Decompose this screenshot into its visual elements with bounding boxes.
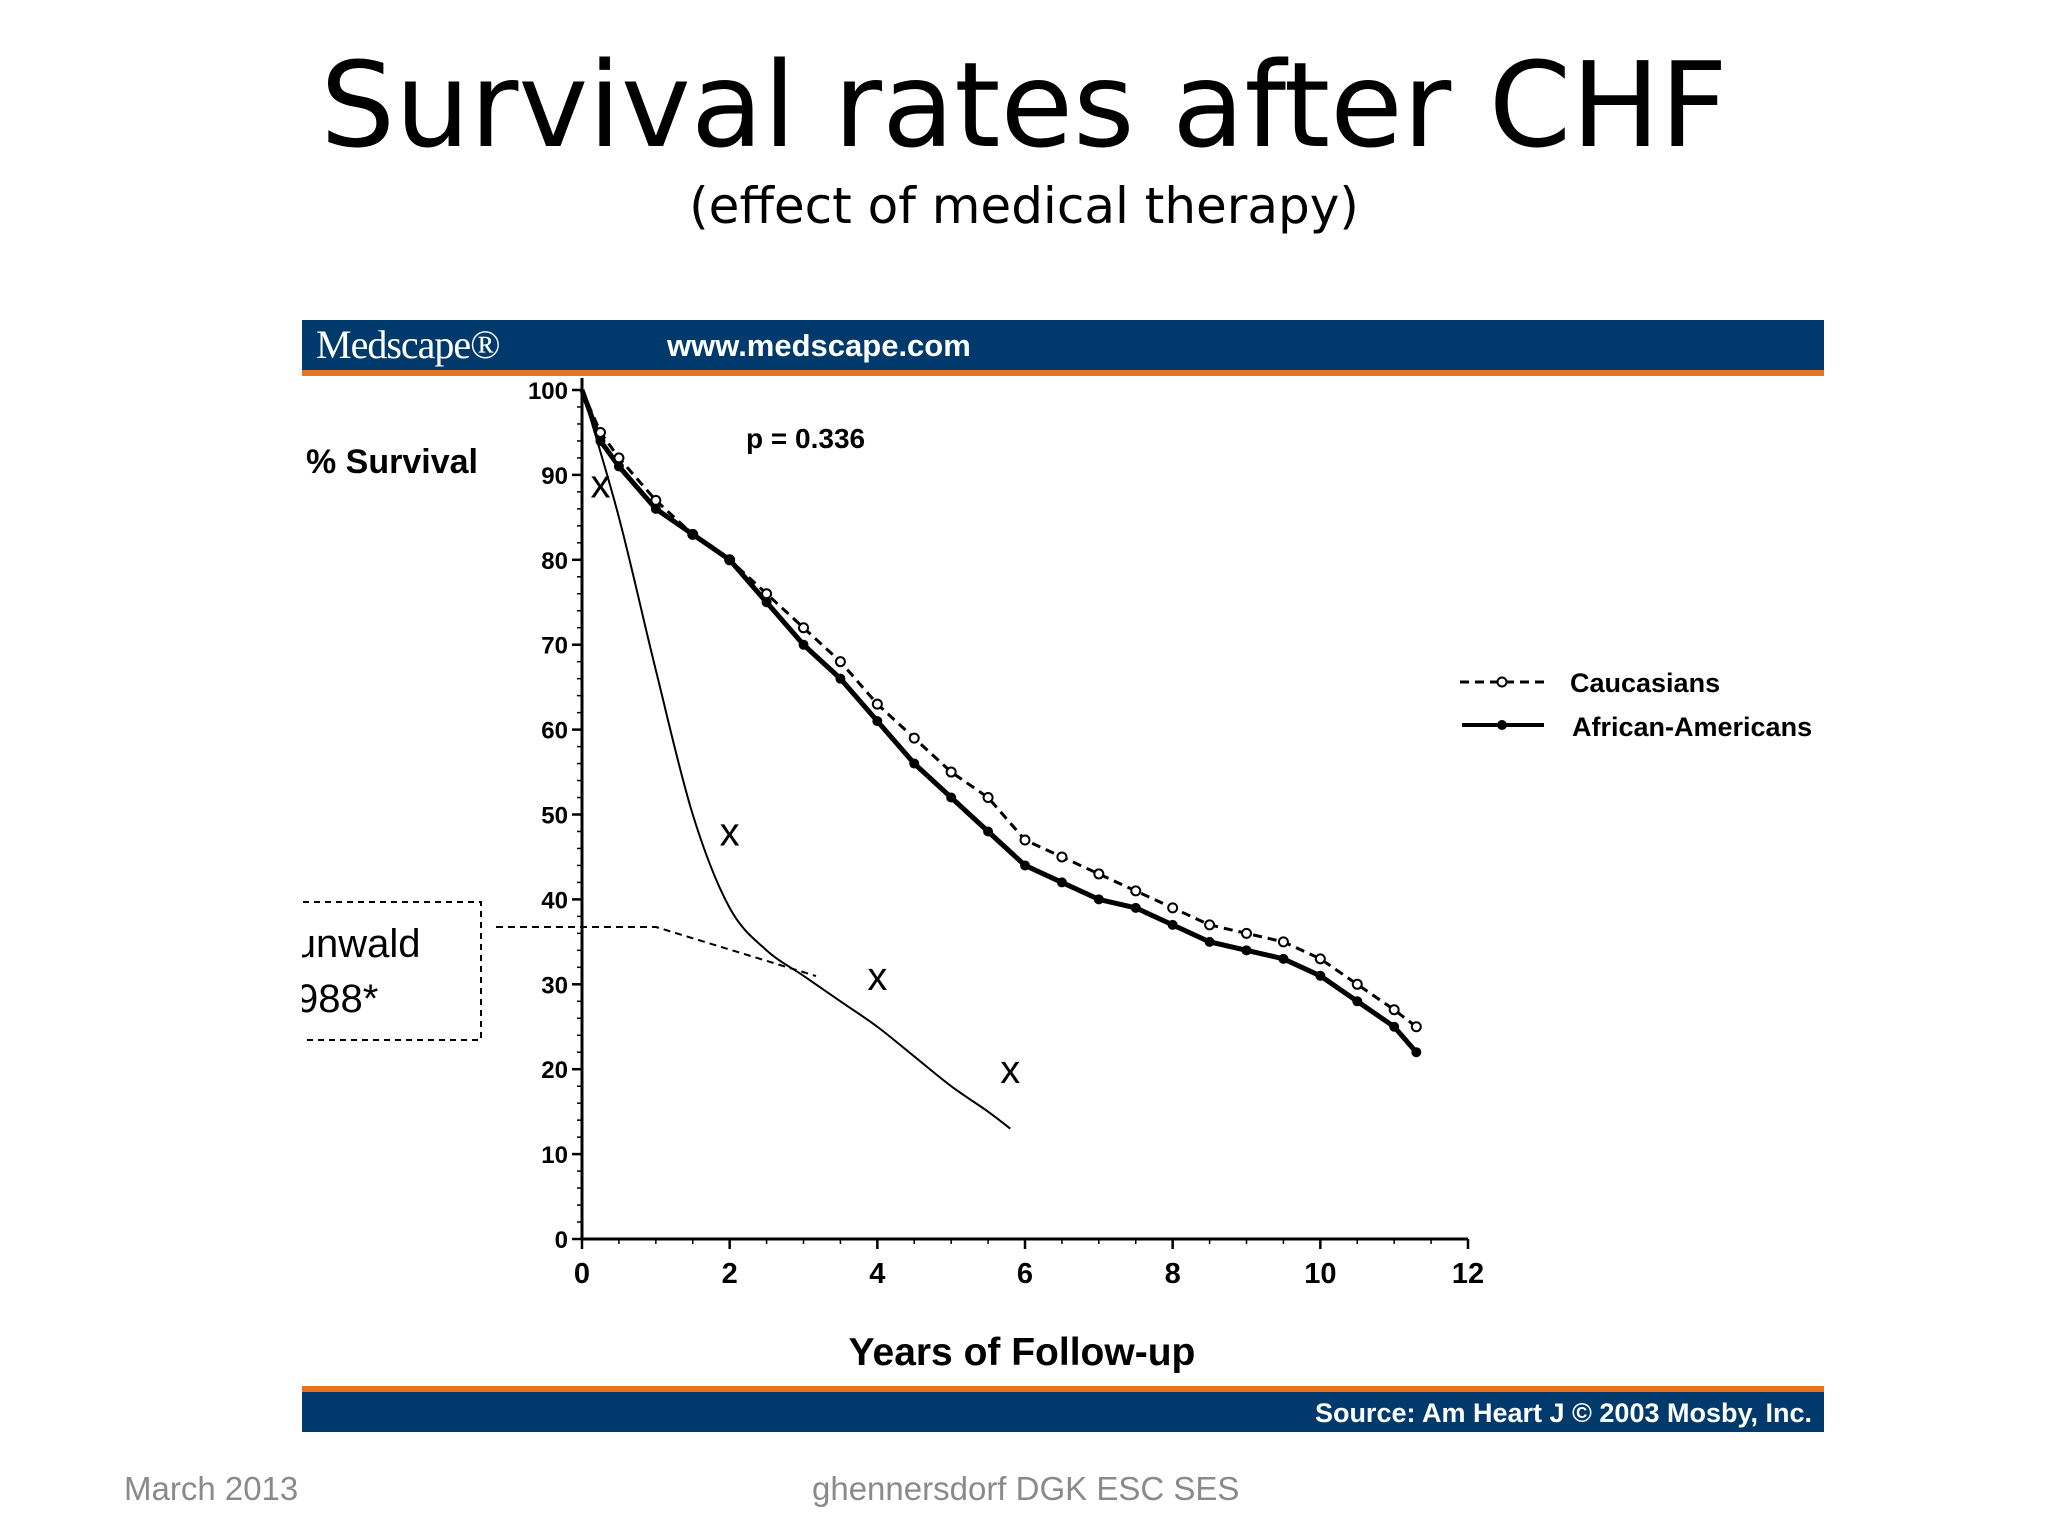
point-caucasians	[1204, 919, 1216, 931]
point-african-americans	[613, 461, 624, 472]
point-african-americans	[1352, 996, 1363, 1007]
point-african-americans	[1093, 894, 1104, 905]
point-caucasians	[1167, 902, 1179, 914]
point-african-americans	[724, 554, 735, 565]
braunwald-label: Braunwald	[302, 922, 421, 966]
footer-date: March 2013	[124, 1470, 299, 1507]
survival-chart: 0 10 20 30 40 50 60 70 80 90 100 0 2 4 6 8 10 12 % Surviva…	[302, 378, 1812, 1374]
x-tick-label: 4	[869, 1258, 885, 1290]
slide-subtitle: (effect of medical therapy)	[689, 177, 1359, 235]
legend-label-african-americans: African-Americans	[1572, 712, 1812, 742]
y-tick-label: 0	[555, 1227, 568, 1254]
point-caucasians	[1410, 1021, 1422, 1033]
point-african-americans	[1241, 945, 1252, 956]
point-african-americans	[872, 716, 883, 727]
point-caucasians	[982, 792, 994, 804]
y-tick-label: 70	[541, 633, 568, 660]
point-caucasians	[1056, 851, 1068, 863]
p-value-annotation: p = 0.336	[746, 423, 865, 454]
point-african-americans	[650, 503, 661, 514]
point-african-americans	[1389, 1021, 1400, 1032]
x-tick-label: 8	[1165, 1258, 1181, 1290]
x-axis-label: Years of Follow-up	[849, 1331, 1196, 1374]
point-caucasians	[1314, 953, 1326, 965]
x-tick-label: 0	[574, 1258, 590, 1290]
series-line-african-americans	[579, 389, 1419, 1054]
y-tick-label: 100	[528, 378, 568, 405]
banner-url: www.medscape.com	[667, 328, 971, 363]
braunwald-leader-line	[496, 926, 817, 977]
point-caucasians	[908, 732, 920, 744]
point-african-americans	[1167, 919, 1178, 930]
point-caucasians	[798, 622, 809, 634]
x-marker: x	[720, 810, 740, 854]
series-line-caucasians	[580, 389, 1418, 1028]
legend-label-caucasians: Caucasians	[1570, 668, 1720, 698]
point-caucasians	[1241, 927, 1252, 939]
x-marker: x	[1000, 1048, 1020, 1092]
point-african-americans	[687, 529, 698, 540]
point-african-americans	[835, 673, 846, 684]
y-tick-label: 20	[541, 1057, 568, 1084]
point-african-americans	[798, 639, 809, 650]
point-african-americans	[761, 597, 772, 608]
x-tick-label: 2	[722, 1258, 738, 1290]
braunwald-box	[302, 901, 482, 1041]
slide-title: Survival rates after CHF	[320, 36, 1728, 174]
point-caucasians	[1277, 936, 1289, 948]
x-marker: x	[590, 462, 610, 506]
point-african-americans	[1130, 902, 1141, 913]
point-african-americans	[1278, 953, 1289, 964]
medscape-logo: Medscape®	[316, 322, 501, 367]
y-tick-label: 60	[541, 718, 568, 745]
point-african-americans	[946, 792, 957, 803]
y-tick-label: 10	[541, 1142, 568, 1169]
y-tick-label: 50	[541, 803, 568, 830]
chart-figure: Medscape® www.medscape.com 0 10 20 30 40 50 60…	[302, 320, 1824, 1432]
point-caucasians	[871, 698, 883, 710]
banner-bottom: Source: Am Heart J © 2003 Mosby, Inc.	[302, 1386, 1824, 1432]
point-african-americans	[1020, 860, 1030, 871]
banner-source: Source: Am Heart J © 2003 Mosby, Inc.	[1314, 1398, 1812, 1428]
x-marker: x	[867, 955, 887, 999]
point-caucasians	[761, 588, 773, 600]
point-caucasians	[613, 452, 625, 464]
point-african-americans	[909, 758, 920, 769]
y-tick-label: 80	[541, 548, 568, 575]
point-african-americans	[983, 826, 994, 837]
y-tick-label: 30	[541, 972, 568, 999]
x-tick-label: 10	[1304, 1258, 1336, 1290]
footer-author: ghennersdorf DGK ESC SES	[812, 1470, 1240, 1507]
point-african-americans	[1411, 1047, 1422, 1058]
legend-marker-african-americans	[1497, 720, 1507, 730]
point-caucasians	[945, 766, 957, 778]
point-caucasians	[1093, 868, 1105, 880]
point-caucasians	[650, 494, 662, 506]
point-caucasians	[1388, 1004, 1400, 1016]
legend-marker-caucasians	[1496, 676, 1508, 688]
braunwald-year: 1988*	[302, 977, 378, 1021]
y-tick-label: 40	[541, 887, 568, 914]
point-caucasians	[1130, 885, 1142, 897]
banner-top: Medscape® www.medscape.com	[302, 320, 1824, 376]
point-caucasians	[1351, 978, 1363, 990]
point-caucasians	[1019, 834, 1031, 846]
series-line-braunwald	[581, 389, 1011, 1130]
point-african-americans	[1056, 877, 1067, 888]
point-caucasians	[594, 426, 606, 438]
point-african-americans	[1204, 936, 1215, 947]
x-tick-label: 6	[1017, 1258, 1033, 1290]
point-african-americans	[1315, 970, 1326, 981]
y-axis-label: % Survival	[306, 443, 478, 481]
x-tick-label: 12	[1452, 1258, 1484, 1290]
y-tick-label: 90	[541, 463, 568, 490]
point-caucasians	[834, 656, 846, 668]
